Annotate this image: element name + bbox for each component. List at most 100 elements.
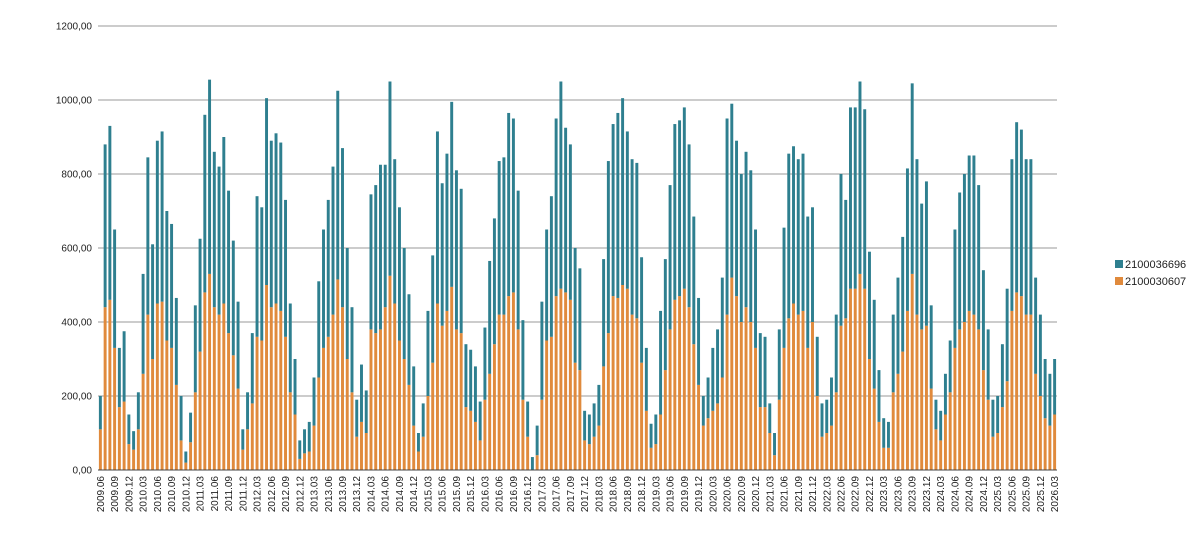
x-tick-label: 2015.06	[438, 476, 449, 513]
bar-2100030607-2024.09	[967, 310, 971, 470]
bar-2100030607-2014.05	[379, 329, 382, 470]
bar-2100036696-2023.02	[877, 370, 881, 422]
bar-2100030607-2018.03	[597, 425, 601, 470]
bar-2100036696-2014.07	[388, 81, 392, 276]
bar-2100030607-2025.07	[1015, 292, 1019, 470]
x-tick-label: 2013.06	[324, 476, 335, 513]
bar-2100036696-2018.05	[606, 161, 610, 334]
bar-2100030607-2020.09	[739, 322, 743, 470]
bar-2100030607-2014.11	[407, 384, 411, 470]
bar-2100036696-2012.01	[246, 392, 250, 430]
bar-2100036696-2011.07	[217, 166, 221, 315]
bar-2100030607-2024.03	[939, 440, 943, 470]
bar-2100030607-2016.08	[507, 296, 511, 470]
x-tick-label: 2010.06	[153, 476, 164, 513]
x-tick-label: 2026.03	[1050, 476, 1061, 513]
x-tick-label: 2017.09	[566, 476, 577, 513]
bar-2100030607-2011.07	[217, 314, 221, 470]
bar-2100036696-2018.11	[635, 162, 639, 319]
bar-2100030607-2025.03	[996, 433, 1000, 470]
bar-2100036696-2017.02	[535, 425, 539, 456]
x-tick-label: 2021.12	[808, 476, 819, 513]
bar-2100036696-2010.12	[184, 451, 188, 463]
bar-2100036696-2021.09	[796, 159, 800, 315]
bar-2100030607-2021.06	[782, 347, 786, 470]
bar-2100030607-2012.12	[298, 458, 302, 470]
bar-2100030607-2026.03	[1053, 414, 1057, 470]
bar-2100030607-2011.03	[198, 351, 202, 470]
x-tick-label: 2024.09	[965, 476, 976, 513]
bar-2100036696-2024.08	[962, 174, 966, 322]
bar-2100030607-2018.02	[592, 436, 596, 470]
bar-2100030607-2018.08	[621, 285, 625, 470]
bar-2100030607-2021.08	[792, 303, 795, 470]
bar-2100036696-2015.04	[431, 255, 435, 363]
bar-2100036696-2016.03	[483, 327, 487, 400]
bar-2100030607-2024.12	[981, 370, 985, 470]
bar-2100030607-2025.06	[1010, 310, 1014, 470]
bar-2100030607-2021.10	[801, 310, 805, 470]
bar-2100036696-2020.10	[744, 151, 748, 308]
bar-2100036696-2018.09	[625, 131, 629, 289]
bar-2100030607-2016.03	[483, 399, 487, 470]
bar-2100030607-2025.12	[1038, 396, 1042, 470]
bar-2100036696-2022.01	[815, 336, 819, 396]
bar-2100030607-2024.10	[972, 314, 976, 470]
x-tick-label: 2011.09	[224, 476, 235, 512]
bar-2100036696-2023.04	[886, 421, 890, 448]
bar-2100030607-2020.02	[706, 418, 710, 470]
x-tick-label: 2022.03	[822, 476, 833, 513]
x-tick-label: 2015.09	[452, 476, 463, 513]
bar-2100036696-2012.09	[284, 199, 287, 337]
bar-2100036696-2010.06	[155, 140, 159, 304]
bar-2100030607-2022.04	[830, 425, 833, 470]
bar-2100030607-2015.07	[445, 310, 449, 470]
bar-2100030607-2023.11	[920, 329, 924, 470]
x-tick-label: 2025.03	[993, 476, 1004, 513]
bar-2100030607-2011.09	[227, 333, 231, 470]
bar-2100030607-2016.04	[488, 373, 492, 470]
bar-2100036696-2024.03	[939, 410, 943, 441]
bar-2100030607-2022.08	[849, 288, 852, 470]
bar-2100030607-2018.10	[630, 314, 634, 470]
bar-2100030607-2020.01	[701, 425, 705, 470]
bar-2100030607-2019.06	[668, 329, 672, 470]
bar-2100036696-2013.12	[355, 399, 359, 437]
bar-2100030607-2013.04	[317, 377, 321, 470]
x-tick-label: 2014.06	[381, 476, 392, 513]
bar-2100030607-2014.07	[388, 275, 392, 470]
bar-2100036696-2018.06	[611, 124, 615, 297]
bar-2100036696-2016.09	[511, 118, 515, 293]
bar-2100036696-2017.09	[568, 144, 572, 300]
bar-2100036696-2018.10	[630, 159, 634, 315]
bar-2100036696-2025.10	[1029, 159, 1033, 315]
bar-2100036696-2019.05	[663, 259, 667, 371]
bar-2100036696-2024.05	[948, 340, 952, 393]
bar-2100036696-2024.12	[981, 270, 985, 371]
bar-2100030607-2017.02	[535, 455, 539, 470]
bar-2100036696-2013.07	[331, 166, 335, 315]
x-tick-label: 2011.03	[196, 476, 207, 512]
bar-2100036696-2026.02	[1048, 373, 1052, 426]
x-tick-label: 2009.06	[96, 476, 107, 513]
bar-2100030607-2012.09	[284, 336, 287, 470]
bar-2100036696-2015.01	[416, 433, 420, 452]
bar-2100036696-2015.08	[450, 101, 454, 287]
bar-2100030607-2018.07	[616, 297, 620, 470]
bar-2100036696-2012.05	[265, 98, 269, 286]
x-tick-label: 2019.06	[666, 476, 677, 513]
bar-2100030607-2022.07	[844, 318, 848, 470]
bar-2100030607-2016.10	[516, 329, 520, 470]
bar-2100036696-2013.02	[307, 421, 311, 452]
bar-2100030607-2018.01	[587, 444, 591, 470]
x-tick-label: 2015.12	[466, 476, 477, 513]
x-tick-label: 2012.06	[267, 476, 278, 513]
bar-2100036696-2015.06	[440, 183, 444, 326]
bar-2100030607-2012.07	[274, 303, 278, 470]
bar-2100036696-2015.05	[435, 131, 439, 304]
bar-2100030607-2014.03	[369, 329, 373, 470]
bar-2100030607-2013.05	[322, 347, 325, 470]
bar-2100036696-2017.11	[578, 268, 582, 371]
bar-2100030607-2009.09	[113, 347, 117, 470]
bar-2100030607-2017.04	[545, 340, 549, 470]
